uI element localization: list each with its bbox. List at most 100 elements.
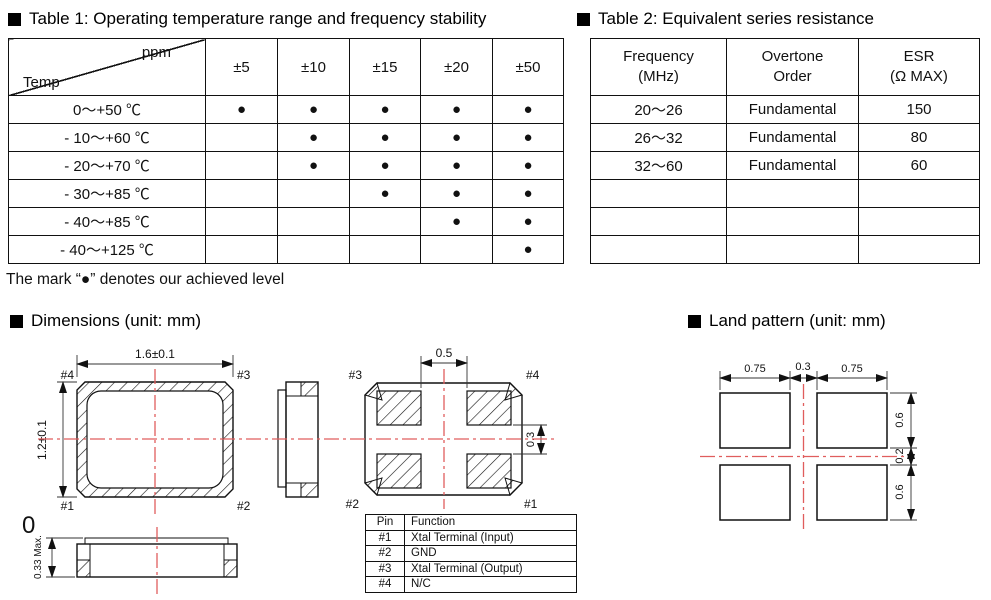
- bottom-view-row-gap-dim: 0.3: [525, 432, 537, 447]
- mark-cell: ●: [277, 123, 350, 152]
- esr-cell: [858, 235, 980, 264]
- land-pattern-drawing: [719, 392, 888, 521]
- temp-range-cell: - 40〜+85 ℃: [8, 207, 206, 236]
- table-row: - 40〜+85 ℃ ● ●: [8, 207, 564, 236]
- esr-cell: 60: [858, 151, 980, 180]
- center-lines: [38, 369, 904, 597]
- top-view-height-dim: 1.2±0.1: [35, 420, 49, 460]
- mark-cell: ●: [349, 179, 421, 208]
- pin-label: #2: [346, 497, 360, 511]
- mark-cell: ●: [492, 179, 564, 208]
- table-row: #2 GND: [365, 545, 577, 562]
- bottom-view-drawing: [364, 382, 523, 496]
- pin-label: #1: [61, 499, 75, 513]
- land-pattern-dimension-lines: [719, 371, 917, 521]
- table-row: [590, 179, 980, 208]
- pin-cell: #3: [365, 560, 405, 577]
- section-bullet-icon: [688, 314, 701, 328]
- dimensions-title-text: Dimensions (unit: mm): [31, 311, 202, 330]
- header-line: ESR: [903, 48, 935, 65]
- mark-cell: [205, 123, 278, 152]
- mark-cell: ●: [420, 179, 493, 208]
- mark-cell: [205, 235, 278, 264]
- pin-header: Pin: [365, 514, 405, 531]
- overtone-cell: Fundamental: [726, 95, 859, 124]
- pin-label: #3: [349, 368, 363, 382]
- table2-title-text: Table 2: Equivalent series resistance: [598, 9, 874, 28]
- esr-cell: [858, 207, 980, 236]
- diagonal-header-cell: ppm Temp: [8, 38, 206, 96]
- land-dim: 0.75: [744, 363, 765, 375]
- header-line: Frequency: [623, 48, 694, 65]
- table-row: [590, 235, 980, 264]
- mark-cell: [277, 235, 350, 264]
- table-row: 0〜+50 ℃ ● ● ● ● ●: [8, 95, 564, 124]
- mark-cell: ●: [277, 151, 350, 180]
- mark-cell: ●: [420, 151, 493, 180]
- bottom-view-gap-dim: 0.5: [436, 346, 453, 360]
- table1-title-text: Table 1: Operating temperature range and…: [29, 9, 487, 28]
- column-header: ESR (Ω MAX): [858, 38, 980, 96]
- temp-range-cell: 0〜+50 ℃: [8, 95, 206, 124]
- mark-cell: [349, 235, 421, 264]
- mark-cell: ●: [420, 95, 493, 124]
- land-dim: 0.2: [894, 448, 906, 463]
- column-header: ±15: [349, 38, 421, 96]
- header-line: Overtone: [761, 48, 824, 65]
- land-dim: 0.75: [841, 363, 862, 375]
- land-dim: 0.6: [894, 484, 906, 499]
- frequency-cell: 32〜60: [590, 151, 727, 180]
- table-row: - 10〜+60 ℃ ● ● ● ●: [8, 123, 564, 152]
- operating-temperature-table: ppm Temp ±5 ±10 ±15 ±20 ±50 0〜+50 ℃ ● ● …: [8, 38, 564, 264]
- header-line: Order: [773, 68, 812, 85]
- frequency-cell: 26〜32: [590, 123, 727, 152]
- function-cell: Xtal Terminal (Input): [404, 529, 577, 546]
- technical-drawings: 1.6±0.1 1.2±0.1 #4 #3 #1 #2 0.5 0.3 #3 #…: [33, 346, 917, 597]
- table-row: - 20〜+70 ℃ ● ● ● ●: [8, 151, 564, 180]
- mark-cell: ●: [205, 95, 278, 124]
- land-pattern-title-text: Land pattern (unit: mm): [709, 311, 886, 330]
- function-header: Function: [404, 514, 577, 531]
- pin-cell: #1: [365, 529, 405, 546]
- temp-range-cell: - 20〜+70 ℃: [8, 151, 206, 180]
- pin-cell: #2: [365, 545, 405, 562]
- land-pattern-title: Land pattern (unit: mm): [688, 311, 886, 331]
- top-view-dimension-lines: [57, 355, 234, 498]
- land-pad: [719, 392, 791, 449]
- pin-label: #4: [526, 368, 540, 382]
- pin-label: #1: [524, 497, 538, 511]
- pad: [376, 453, 422, 489]
- overtone-cell: Fundamental: [726, 123, 859, 152]
- land-pad: [719, 464, 791, 521]
- mark-cell: [205, 179, 278, 208]
- temp-range-cell: - 40〜+125 ℃: [8, 235, 206, 264]
- mark-cell: [277, 179, 350, 208]
- column-header: ±20: [420, 38, 493, 96]
- temp-range-cell: - 10〜+60 ℃: [8, 123, 206, 152]
- pad: [466, 390, 512, 426]
- esr-table: Frequency (MHz) Overtone Order ESR (Ω MA…: [590, 38, 980, 264]
- table-row: - 30〜+85 ℃ ● ● ●: [8, 179, 564, 208]
- pin-label: #3: [237, 368, 251, 382]
- pad: [466, 453, 512, 489]
- mark-cell: ●: [349, 95, 421, 124]
- mark-cell: [277, 207, 350, 236]
- pin-cell: #4: [365, 576, 405, 593]
- mark-cell: ●: [492, 207, 564, 236]
- frequency-cell: [590, 235, 727, 264]
- table-row: - 40〜+125 ℃ ●: [8, 235, 564, 264]
- column-header: Overtone Order: [726, 38, 859, 96]
- overtone-cell: [726, 235, 859, 264]
- pin-function-table: Pin Function #1 Xtal Terminal (Input) #2…: [365, 514, 577, 593]
- function-cell: N/C: [404, 576, 577, 593]
- temp-label: Temp: [23, 74, 60, 91]
- achieved-level-note: The mark “●” denotes our achieved level: [6, 271, 285, 288]
- header-line: (Ω MAX): [890, 68, 948, 85]
- pin-label: #4: [61, 368, 75, 382]
- mark-cell: ●: [492, 95, 564, 124]
- header-line: (MHz): [638, 68, 679, 85]
- mark-cell: [349, 207, 421, 236]
- zero-label: 0: [22, 512, 36, 539]
- ppm-label: ppm: [141, 44, 171, 61]
